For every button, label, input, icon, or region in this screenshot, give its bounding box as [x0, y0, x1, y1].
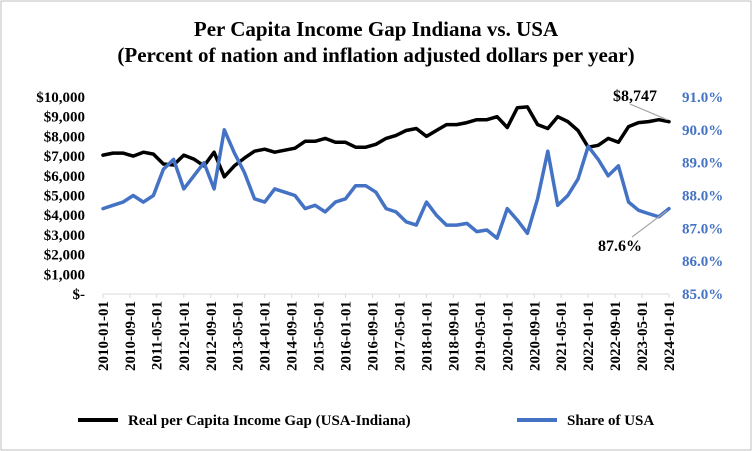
- y-right-tick-label: 91.0%: [682, 90, 723, 106]
- y-left-tick-label: $2,000: [44, 248, 85, 264]
- y-left-tick-label: $5,000: [44, 189, 85, 205]
- y-left-tick-label: $3,000: [44, 228, 85, 244]
- data-label-gap: $8,747: [613, 88, 657, 105]
- y-right-tick-label: 87.0%: [682, 221, 723, 237]
- y-left-tick-label: $4,000: [44, 208, 85, 224]
- x-tick-label: 2020-01-01: [500, 301, 516, 371]
- y-right-tick-label: 86.0%: [682, 254, 723, 270]
- x-tick-label: 2019-05-01: [473, 301, 489, 371]
- y-left-tick-label: $8,000: [44, 129, 85, 145]
- chart-title: Per Capita Income Gap Indiana vs. USA: [194, 17, 559, 41]
- y-left-tick-label: $6,000: [44, 169, 85, 185]
- x-tick-label: 2020-09-01: [527, 301, 543, 371]
- x-tick-label: 2012-09-01: [204, 301, 220, 371]
- x-tick-label: 2022-01-01: [581, 301, 597, 371]
- x-tick-label: 2018-01-01: [419, 301, 435, 371]
- x-tick-label: 2012-01-01: [177, 301, 193, 371]
- legend-label-share: Share of USA: [567, 413, 654, 429]
- y-right-tick-label: 89.0%: [682, 156, 723, 172]
- legend-label-gap: Real per Capita Income Gap (USA-Indiana): [128, 413, 411, 429]
- x-tick-label: 2018-09-01: [446, 301, 462, 371]
- x-tick-label: 2016-09-01: [366, 301, 382, 371]
- x-axis: 2010-01-01 2010-09-01 2011-05-01 2012-01-01…: [96, 294, 678, 371]
- x-tick-label: 2017-05-01: [392, 301, 408, 371]
- y-left-tick-label: $10,000: [36, 90, 85, 106]
- x-tick-label: 2010-01-01: [96, 301, 112, 371]
- chart-subtitle: (Percent of nation and inflation adjuste…: [117, 43, 634, 67]
- y-left-tick-label: $1,000: [44, 267, 85, 283]
- y-left-tick-label: $7,000: [44, 149, 85, 165]
- y-right-tick-label: 88.0%: [682, 189, 723, 205]
- x-tick-label: 2021-05-01: [554, 301, 570, 371]
- legend: Real per Capita Income Gap (USA-Indiana)…: [78, 413, 654, 429]
- x-tick-label: 2014-01-01: [258, 301, 274, 371]
- y-axis-right: 85.0% 86.0% 87.0% 88.0% 89.0% 90.0% 91.0%: [682, 90, 723, 303]
- callout-line-share: [631, 210, 668, 238]
- data-label-share: 87.6%: [598, 238, 642, 255]
- y-left-tick-label: $9,000: [44, 110, 85, 126]
- x-tick-label: 2013-05-01: [231, 301, 247, 371]
- y-left-tick-label: $-: [73, 287, 86, 303]
- x-tick-label: 2014-09-01: [285, 301, 301, 371]
- y-right-tick-label: 85.0%: [682, 287, 723, 303]
- x-tick-label: 2022-09-01: [608, 301, 624, 371]
- x-tick-label: 2010-09-01: [123, 301, 139, 371]
- y-axis-left: $- $1,000 $2,000 $3,000 $4,000 $5,000 $6,000 $7…: [36, 90, 85, 303]
- x-tick-label: 2023-05-01: [635, 301, 651, 371]
- x-tick-label: 2024-01-01: [662, 301, 678, 371]
- x-tick-label: 2016-01-01: [339, 301, 355, 371]
- x-tick-label: 2011-05-01: [150, 301, 166, 370]
- y-right-tick-label: 90.0%: [682, 123, 723, 139]
- series-gap-line: [101, 105, 671, 179]
- callout-line-gap: [629, 103, 668, 121]
- x-tick-label: 2015-05-01: [311, 301, 327, 371]
- series-share-line: [101, 128, 671, 240]
